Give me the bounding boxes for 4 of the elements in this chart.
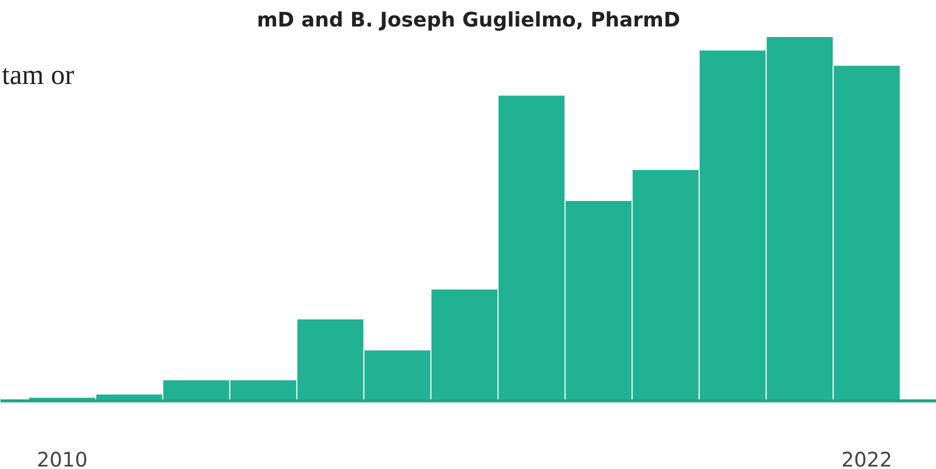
x-tick-label: 2022 [841, 448, 892, 469]
annotation: tam or [2, 60, 75, 92]
text: mD and B. Joseph Guglielmo, PharmD [256, 8, 680, 32]
x-tick-label: 2010 [36, 448, 88, 469]
